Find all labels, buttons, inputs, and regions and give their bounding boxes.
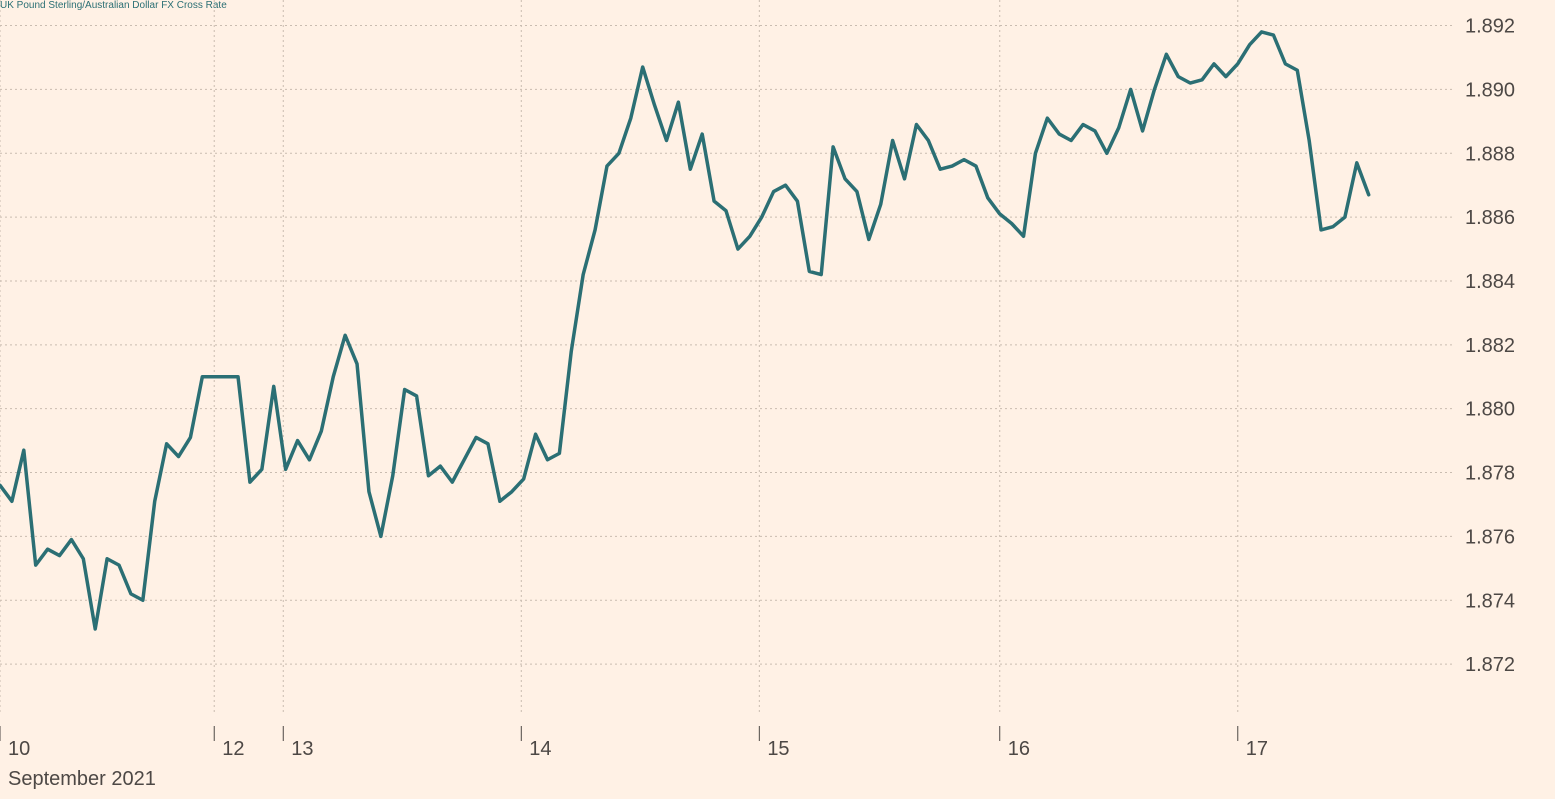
y-tick-label: 1.892	[1465, 16, 1515, 38]
x-axis-label: September 2021	[8, 768, 156, 790]
line-series	[0, 30, 1371, 631]
x-tick-label: 17	[1246, 738, 1268, 760]
y-tick-label: 1.878	[1465, 463, 1515, 485]
x-tick-label: 13	[291, 738, 313, 760]
y-tick-label: 1.888	[1465, 143, 1515, 165]
y-tick-label: 1.882	[1465, 335, 1515, 357]
x-tick-label: 15	[767, 738, 789, 760]
y-tick-label: 1.890	[1465, 79, 1515, 101]
x-tick-label: 16	[1008, 738, 1030, 760]
x-tick-label: 10	[8, 738, 30, 760]
y-tick-label: 1.886	[1465, 207, 1515, 229]
x-tick-label: 14	[529, 738, 551, 760]
y-tick-label: 1.876	[1465, 526, 1515, 548]
y-tick-label: 1.874	[1465, 590, 1515, 612]
x-tick-label: 12	[222, 738, 244, 760]
chart-title: UK Pound Sterling/Australian Dollar FX C…	[0, 0, 227, 11]
y-tick-label: 1.884	[1465, 271, 1515, 293]
y-tick-label: 1.880	[1465, 399, 1515, 421]
y-tick-label: 1.872	[1465, 654, 1515, 676]
